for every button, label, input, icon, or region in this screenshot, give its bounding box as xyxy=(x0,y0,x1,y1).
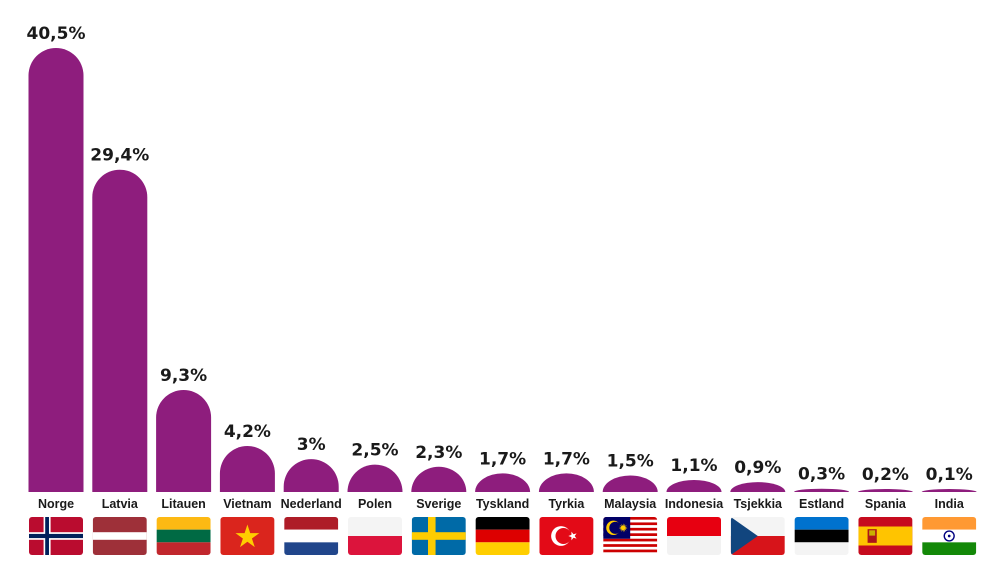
value-label: 2,5% xyxy=(351,441,398,461)
value-label: 1,1% xyxy=(670,456,717,476)
malaysia-flag-icon xyxy=(603,517,658,555)
lithuania-flag-icon xyxy=(156,517,211,555)
value-label: 9,3% xyxy=(160,366,207,386)
category-label: Vietnam xyxy=(223,497,271,511)
category-label: Litauen xyxy=(161,497,205,511)
bar-india xyxy=(921,489,977,492)
value-label: 1,5% xyxy=(607,452,654,472)
norway-flag-icon xyxy=(29,517,83,555)
value-label: 4,2% xyxy=(224,422,271,442)
value-label: 2,3% xyxy=(415,443,462,463)
flags-group xyxy=(29,517,977,555)
czechia-flag-icon xyxy=(730,517,785,555)
category-label: Indonesia xyxy=(665,497,724,511)
value-label: 0,1% xyxy=(926,465,973,485)
value-label: 1,7% xyxy=(479,449,526,469)
value-label: 1,7% xyxy=(543,449,590,469)
turkey-flag-icon xyxy=(539,517,594,555)
bar-spania xyxy=(857,489,913,492)
category-label: Spania xyxy=(865,497,907,511)
germany-flag-icon xyxy=(475,517,530,555)
latvia-flag-icon xyxy=(92,517,147,555)
value-label: 40,5% xyxy=(27,24,86,44)
category-label: Tyrkia xyxy=(548,497,585,511)
bar-malaysia xyxy=(602,475,658,492)
spain-flag-icon xyxy=(858,517,913,555)
value-labels-group: 40,5% 29,4% 9,3% 4,2% 3% 2,5% 2,3% 1,7% 1,7% 1,5%… xyxy=(27,24,973,485)
bar-latvia xyxy=(92,169,148,492)
bar-indonesia xyxy=(666,479,722,492)
bar-litauen xyxy=(156,390,212,492)
bar-sverige xyxy=(411,466,467,492)
category-label: Estland xyxy=(799,497,844,511)
value-label: 0,3% xyxy=(798,465,845,485)
category-label: Sverige xyxy=(416,497,461,511)
bar-tsjekkia xyxy=(730,482,786,492)
category-label: Latvia xyxy=(102,497,139,511)
value-label: 29,4% xyxy=(90,146,149,166)
indonesia-flag-icon xyxy=(667,517,721,555)
bars-group xyxy=(28,48,977,492)
value-label: 0,9% xyxy=(734,458,781,478)
bar-tyrkia xyxy=(538,473,594,492)
category-labels-group: Norge Latvia Litauen Vietnam Nederland Polen S… xyxy=(38,497,965,511)
bar-estland xyxy=(794,488,850,492)
bar-vietnam xyxy=(219,445,275,492)
category-label: Nederland xyxy=(281,497,342,511)
value-label: 0,2% xyxy=(862,465,909,485)
category-label: Norge xyxy=(38,497,74,511)
category-label: Polen xyxy=(358,497,392,511)
netherlands-flag-icon xyxy=(284,517,339,555)
bar-nederland xyxy=(283,459,339,492)
india-flag-icon xyxy=(922,517,977,555)
value-label: 3% xyxy=(297,435,326,455)
category-label: Malaysia xyxy=(604,497,657,511)
bar-norge xyxy=(28,48,84,492)
bar-tyskland xyxy=(475,473,531,492)
sweden-flag-icon xyxy=(411,517,466,555)
category-label: India xyxy=(935,497,965,511)
category-label: Tsjekkia xyxy=(734,497,783,511)
estonia-flag-icon xyxy=(794,517,849,555)
poland-flag-icon xyxy=(348,517,402,555)
bar-polen xyxy=(347,464,403,492)
category-label: Tyskland xyxy=(476,497,529,511)
vietnam-flag-icon xyxy=(220,517,275,555)
